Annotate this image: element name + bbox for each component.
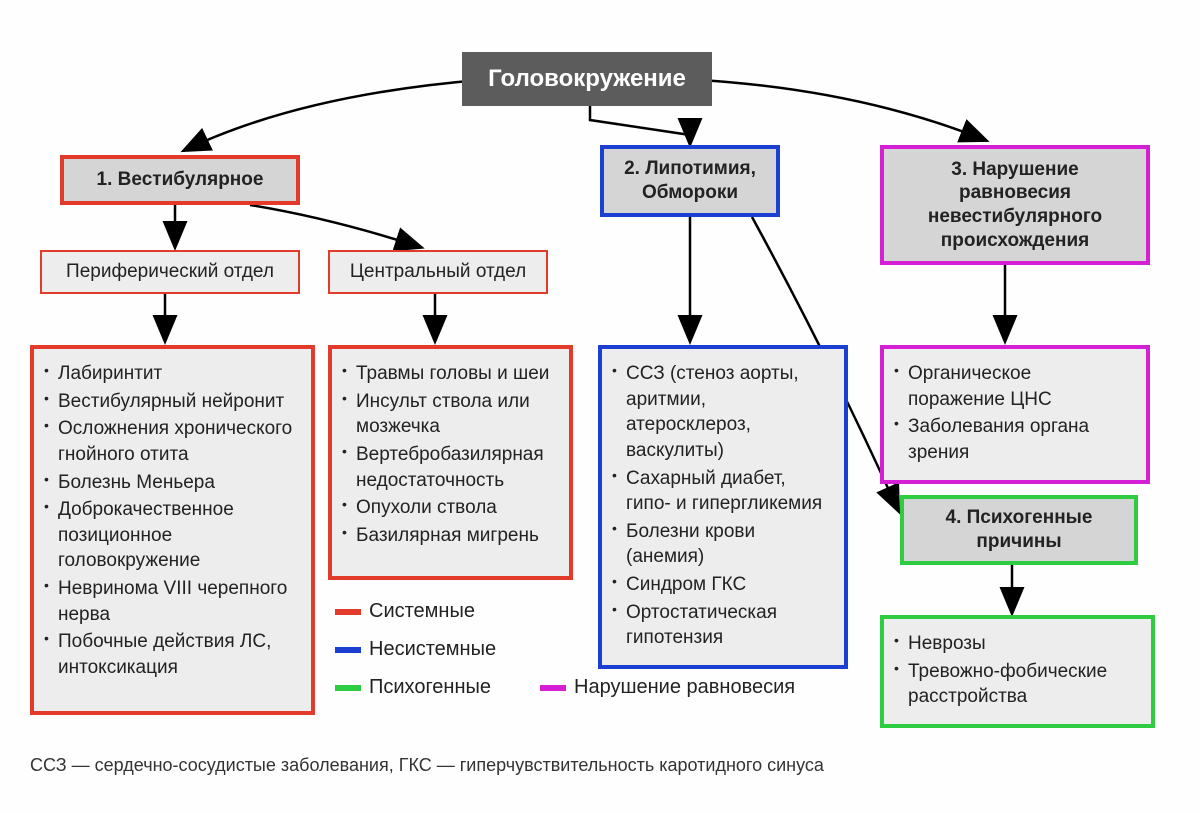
legend-label: Психогенные xyxy=(369,676,491,699)
list-psychogenic: НеврозыТревожно-фобические расстройства xyxy=(880,615,1155,728)
list-item: Ортостатическая гипотензия xyxy=(612,600,830,651)
branch-vestibular: 1. Вестибулярное xyxy=(60,155,300,205)
list-item: Невринома VIII черепного нерва xyxy=(44,576,297,627)
root-label: Головокружение xyxy=(488,64,686,94)
list-lipothymia: ССЗ (стеноз аорты, аритмии, атеросклероз… xyxy=(598,345,848,669)
list-item: Тревожно-фобические расстройства xyxy=(894,659,1137,710)
list-item: Инсульт ствола или мозжечка xyxy=(342,389,555,440)
list-item: Вестибулярный нейронит xyxy=(44,389,297,415)
list-item: Заболевания органа зрения xyxy=(894,414,1132,465)
legend-swatch xyxy=(335,647,361,653)
legend-swatch xyxy=(540,685,566,691)
legend-label: Нарушение равновесия xyxy=(574,676,795,699)
branch-psychogenic: 4. Психогенные причины xyxy=(900,495,1138,565)
list-item: Сахарный диабет, гипо- и гипергликемия xyxy=(612,466,830,517)
list-item: Вертебробазилярная недостаточность xyxy=(342,442,555,493)
legend-item: Нарушение равновесия xyxy=(540,676,795,699)
footnote: ССЗ — сердечно-сосудистые заболевания, Г… xyxy=(30,755,824,776)
legend-swatch xyxy=(335,685,361,691)
list-item: Осложнения хронического гнойного отита xyxy=(44,416,297,467)
list-nonvestibular: Органическое поражение ЦНСЗаболевания ор… xyxy=(880,345,1150,484)
list-item: Базилярная мигрень xyxy=(342,523,555,549)
legend-item: Психогенные xyxy=(335,676,491,699)
list-item: Неврозы xyxy=(894,631,1137,657)
list-item: Опухоли ствола xyxy=(342,495,555,521)
list-item: Доброкачественное позиционное головокруж… xyxy=(44,497,297,574)
legend-label: Несистемные xyxy=(369,638,496,661)
list-item: Болезнь Меньера xyxy=(44,470,297,496)
list-central: Травмы головы и шеиИнсульт ствола или мо… xyxy=(328,345,573,580)
list-item: Лабиринтит xyxy=(44,361,297,387)
legend-swatch xyxy=(335,609,361,615)
list-item: Побочные действия ЛС, интоксикация xyxy=(44,629,297,680)
legend-item: Несистемные xyxy=(335,638,496,661)
branch-lipothymia: 2. Липотимия, Обмороки xyxy=(600,145,780,217)
subbox-peripheral: Периферический отдел xyxy=(40,250,300,294)
legend-label: Системные xyxy=(369,600,475,623)
branch-nonvestibular-balance: 3. Нарушение равновесия невестибулярного… xyxy=(880,145,1150,265)
list-item: Травмы головы и шеи xyxy=(342,361,555,387)
list-item: Органическое поражение ЦНС xyxy=(894,361,1132,412)
list-item: ССЗ (стеноз аорты, аритмии, атеросклероз… xyxy=(612,361,830,464)
root-node: Головокружение xyxy=(462,52,712,106)
list-peripheral: ЛабиринтитВестибулярный нейронитОсложнен… xyxy=(30,345,315,715)
subbox-central: Центральный отдел xyxy=(328,250,548,294)
list-item: Болезни крови (анемия) xyxy=(612,519,830,570)
legend-item: Системные xyxy=(335,600,475,623)
list-item: Синдром ГКС xyxy=(612,572,830,598)
